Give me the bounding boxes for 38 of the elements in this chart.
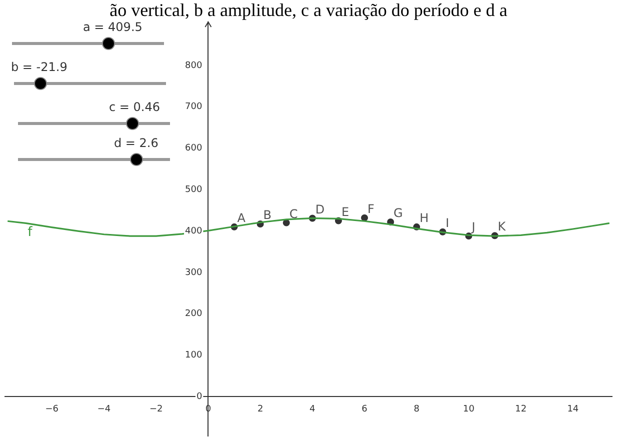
x-tick-label: 10	[462, 404, 475, 414]
annotation: d = 2.6	[114, 136, 158, 150]
point	[282, 219, 290, 226]
x-tick-label: 2	[257, 404, 264, 414]
x-tick-label: 4	[310, 404, 316, 414]
annotation: C	[289, 206, 298, 221]
annotation: A	[237, 211, 246, 226]
annotation: b = -21.9	[11, 60, 68, 74]
annotation: F	[368, 202, 375, 216]
annotation: H	[420, 211, 429, 226]
y-tick-label: 0	[196, 392, 202, 402]
y-tick-label: 500	[185, 185, 202, 196]
y-tick-label: 200	[185, 309, 202, 320]
point	[361, 214, 368, 222]
y-tick-label: 800	[185, 60, 202, 71]
annotation: J	[470, 220, 476, 234]
annotation: I	[446, 216, 450, 230]
y-tick-label: 600	[185, 144, 202, 154]
annotation: a = 409.5	[83, 20, 142, 34]
y-tick-label: 400	[185, 226, 202, 236]
x-tick-label: −4	[97, 404, 111, 414]
x-tick-label: 12	[515, 404, 527, 414]
annotation: D	[315, 202, 325, 216]
annotation: E	[341, 204, 350, 219]
annotation: c = 0.46	[109, 100, 160, 114]
x-tick-label: −6	[45, 404, 59, 414]
x-tick-label: 6	[362, 404, 368, 414]
x-tick-label: 8	[414, 404, 420, 414]
x-tick-label: −2	[149, 404, 163, 414]
annotation: K	[498, 220, 507, 234]
annotation: G	[394, 206, 403, 220]
y-tick-label: 100	[185, 350, 202, 361]
annotation: B	[263, 208, 272, 222]
chart-title: ão vertical, b a amplitude, c a variação do período e d a	[0, 0, 617, 20]
y-tick-label: 300	[185, 268, 202, 278]
series-label: f	[28, 225, 33, 240]
x-tick-label: 14	[567, 404, 579, 414]
y-tick-label: 700	[185, 102, 202, 112]
